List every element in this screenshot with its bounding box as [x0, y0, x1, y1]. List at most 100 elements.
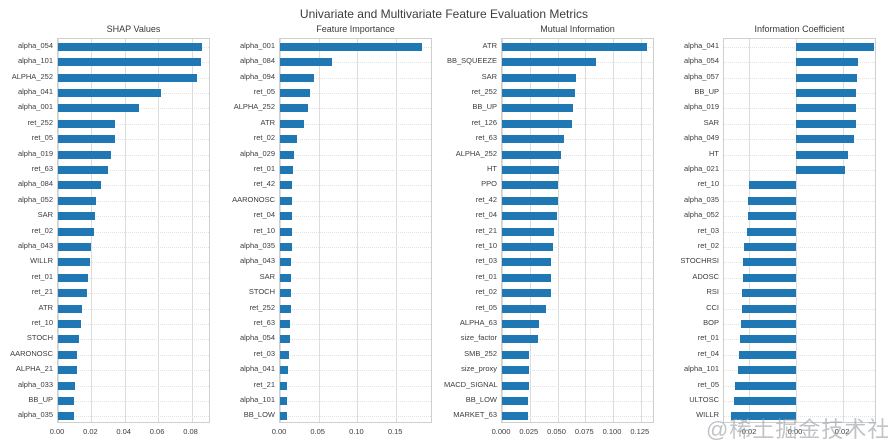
bar-ret_02 [58, 227, 94, 236]
bar-ret_63 [280, 319, 291, 328]
y-label-STOCH: STOCH [248, 287, 275, 297]
y-label-SAR: SAR [259, 271, 275, 281]
bar-ret_04 [502, 212, 557, 221]
bar-ATR [58, 304, 83, 313]
bar-BB_UP [796, 88, 857, 97]
y-label-ULTOSC: ULTOSC [689, 394, 719, 404]
grid-line-horizontal [502, 370, 653, 372]
y-label-ret_03: ret_03 [697, 225, 719, 235]
bar-ret_02 [280, 135, 297, 144]
y-label-SMB_252: SMB_252 [464, 348, 497, 358]
bar-ret_01 [502, 273, 552, 282]
bar-ADOSC [742, 273, 796, 282]
grid-line-horizontal [58, 370, 209, 372]
bar-CCI [742, 304, 796, 313]
grid-line-horizontal [58, 231, 209, 233]
bar-STOCHRSI [743, 258, 796, 267]
y-label-ret_03: ret_03 [253, 348, 275, 358]
y-label-alpha_035: alpha_035 [239, 240, 275, 250]
y-label-BB_LOW: BB_LOW [465, 394, 497, 404]
grid-line-horizontal [58, 293, 209, 295]
grid-line-horizontal [58, 354, 209, 356]
x-tick-label: 0.125 [630, 427, 650, 436]
y-label-alpha_101: alpha_101 [17, 56, 53, 66]
grid-line-horizontal [502, 262, 653, 264]
y-label-ret_10: ret_10 [253, 225, 275, 235]
bar-BB_SQUEEZE [502, 58, 597, 67]
bar-alpha_029 [280, 150, 295, 159]
bar-alpha_101 [737, 366, 796, 375]
grid-line-horizontal [724, 308, 875, 310]
grid-line-horizontal [280, 246, 431, 248]
y-label-alpha_052: alpha_052 [17, 194, 53, 204]
panels: SHAP Values alpha_054 alpha_101 ALPHA_252 al… [0, 24, 888, 436]
grid-line-horizontal [58, 246, 209, 248]
grid-line-horizontal [280, 293, 431, 295]
bar-HT [796, 150, 848, 159]
y-label-ret_10: ret_10 [31, 317, 53, 327]
bar-SAR [796, 119, 856, 128]
x-tick-label: 0.02 [83, 427, 98, 436]
y-label-ALPHA_252: ALPHA_252 [455, 148, 497, 158]
y-label-SAR: SAR [481, 71, 497, 81]
grid-line-horizontal [502, 385, 653, 387]
grid-line-horizontal [280, 169, 431, 171]
bar-MACD_SIGNAL [502, 381, 529, 390]
bar-alpha_054 [58, 42, 203, 51]
grid-line-horizontal [280, 323, 431, 325]
y-label-alpha_054: alpha_054 [683, 56, 719, 66]
grid-line-horizontal [58, 185, 209, 187]
y-label-ret_05: ret_05 [475, 302, 497, 312]
grid-line-horizontal [724, 185, 875, 187]
grid-line-horizontal [502, 92, 653, 94]
bar-alpha_043 [280, 258, 292, 267]
y-label-ret_10: ret_10 [475, 240, 497, 250]
y-label-RSI: RSI [706, 287, 719, 297]
y-label-BB_UP: BB_UP [694, 86, 719, 96]
grid-line-horizontal [280, 231, 431, 233]
bar-ret_21 [58, 289, 88, 298]
y-label-ret_63: ret_63 [31, 163, 53, 173]
y-label-alpha_041: alpha_041 [239, 364, 275, 374]
x-tick-label: -0.02 [739, 427, 757, 436]
bar-size_proxy [502, 366, 530, 375]
y-label-HT: HT [709, 148, 719, 158]
grid-line-horizontal [724, 339, 875, 341]
grid-line-horizontal [724, 200, 875, 202]
bar-ret_03 [746, 227, 796, 236]
y-label-ret_01: ret_01 [697, 333, 719, 343]
grid-line-horizontal [280, 216, 431, 218]
bar-alpha_035 [748, 196, 796, 205]
panel-information-coefficient: Information Coefficient alpha_041 alpha_05… [666, 24, 888, 436]
panel-title-information-coefficient: Information Coefficient [754, 24, 845, 34]
plot-area-mutual-information [501, 38, 654, 423]
grid-line-horizontal [502, 123, 653, 125]
y-label-size_proxy: size_proxy [461, 364, 497, 374]
bar-ret_01 [58, 273, 88, 282]
plot-area-shap-values [57, 38, 210, 423]
y-label-ret_126: ret_126 [471, 117, 497, 127]
grid-line-horizontal [724, 293, 875, 295]
panel-mutual-information: Mutual Information ATR BB_SQUEEZE SAR ret_25… [444, 24, 666, 436]
y-label-BOP: BOP [703, 317, 719, 327]
x-tick-label: 0.15 [387, 427, 403, 436]
grid-line-vertical [796, 39, 797, 422]
bar-ret_252 [502, 88, 575, 97]
y-label-SAR: SAR [37, 210, 53, 220]
y-label-ret_63: ret_63 [253, 317, 275, 327]
y-label-ret_04: ret_04 [697, 348, 719, 358]
grid-line-horizontal [724, 416, 875, 418]
grid-line-horizontal [724, 277, 875, 279]
bar-ret_63 [58, 165, 109, 174]
y-label-ALPHA_63: ALPHA_63 [459, 317, 497, 327]
y-label-alpha_029: alpha_029 [239, 148, 275, 158]
grid-line-horizontal [502, 216, 653, 218]
y-label-ATR: ATR [260, 117, 275, 127]
grid-line-horizontal [280, 92, 431, 94]
x-tick-label: 0.04 [116, 427, 131, 436]
bar-HT [502, 165, 560, 174]
panel-shap-values: SHAP Values alpha_054 alpha_101 ALPHA_252 al… [0, 24, 222, 436]
grid-line-horizontal [58, 385, 209, 387]
x-tick-label: 0.075 [574, 427, 594, 436]
